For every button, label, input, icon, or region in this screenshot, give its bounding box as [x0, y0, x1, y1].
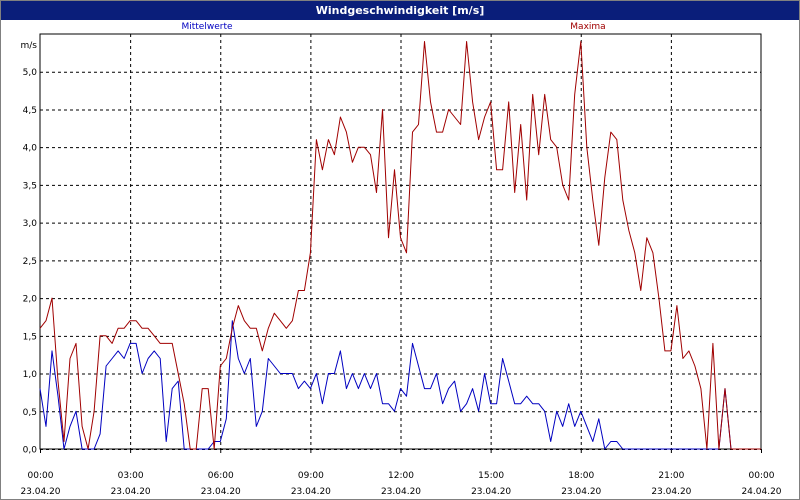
legend-mittelwerte: Mittelwerte	[181, 22, 232, 32]
y-tick-label: 4,0	[23, 144, 38, 154]
y-tick-label: 2,5	[23, 257, 37, 267]
maxima-line	[39, 41, 761, 450]
series-lines	[39, 41, 761, 450]
x-tick-date: 23.04.20	[20, 487, 60, 497]
legend-maxima: Maxima	[570, 22, 605, 32]
x-tick-time: 15:00	[478, 471, 504, 481]
x-tick-date: 23.04.20	[111, 487, 151, 497]
x-tick-time: 21:00	[658, 471, 684, 481]
x-tick-time: 00:00	[28, 471, 54, 481]
y-tick-label: 0,5	[23, 408, 37, 418]
mittelwerte-line	[39, 320, 761, 450]
y-axis-label: m/s	[21, 41, 38, 51]
wind-speed-chart: 0,0 0,5 1,0 1,5 2,0 2,5 3,0 3,5 4,0 4,5 5,0 m/s 00:0…	[20, 22, 782, 497]
x-tick-date: 23.04.20	[651, 487, 691, 497]
y-tick-label: 3,0	[23, 219, 38, 229]
y-tick-label: 1,0	[23, 370, 38, 380]
x-tick-time: 00:00	[749, 471, 775, 481]
x-tick-date: 23.04.20	[561, 487, 601, 497]
x-tick-time: 18:00	[568, 471, 594, 481]
x-tick-date: 23.04.20	[471, 487, 511, 497]
x-tick-date: 23.04.20	[381, 487, 421, 497]
x-tick-time: 06:00	[208, 471, 234, 481]
grid	[40, 34, 761, 450]
x-tick-time: 12:00	[388, 471, 414, 481]
x-tick-date: 23.04.20	[291, 487, 331, 497]
y-tick-label: 4,5	[23, 106, 37, 116]
y-tick-label: 1,5	[23, 332, 37, 342]
y-tick-label: 3,5	[23, 181, 37, 191]
x-tick-date: 24.04.20	[741, 487, 781, 497]
legend: Mittelwerte Maxima	[181, 22, 605, 32]
y-tick-label: 5,0	[23, 68, 38, 78]
chart-title: Windgeschwindigkeit [m/s]	[1, 1, 799, 20]
y-tick-label: 0,0	[23, 446, 38, 456]
y-tick-label: 2,0	[23, 295, 38, 305]
x-tick-time: 09:00	[298, 471, 324, 481]
x-tick-time: 03:00	[118, 471, 144, 481]
x-tick-date: 23.04.20	[201, 487, 241, 497]
axes: 0,0 0,5 1,0 1,5 2,0 2,5 3,0 3,5 4,0 4,5 5,0 m/s 00:0…	[20, 33, 782, 497]
